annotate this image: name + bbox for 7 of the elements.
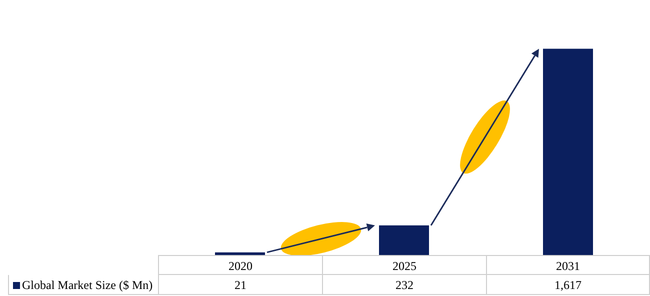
x-tick-label: 2031 [486, 255, 650, 275]
data-label: 21 [158, 275, 322, 295]
legend-label: Global Market Size ($ Mn) [22, 278, 153, 292]
data-label: 232 [322, 275, 486, 295]
x-tick-label: 2020 [158, 255, 322, 275]
x-tick-label: 2025 [322, 255, 486, 275]
data-label: 1,617 [486, 275, 650, 295]
